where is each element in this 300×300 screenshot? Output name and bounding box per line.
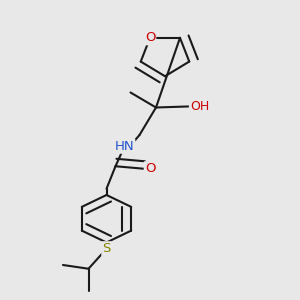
Text: HN: HN (115, 140, 134, 153)
Text: S: S (102, 242, 111, 255)
Text: O: O (145, 162, 155, 175)
Text: O: O (145, 31, 155, 44)
Text: OH: OH (190, 100, 209, 113)
